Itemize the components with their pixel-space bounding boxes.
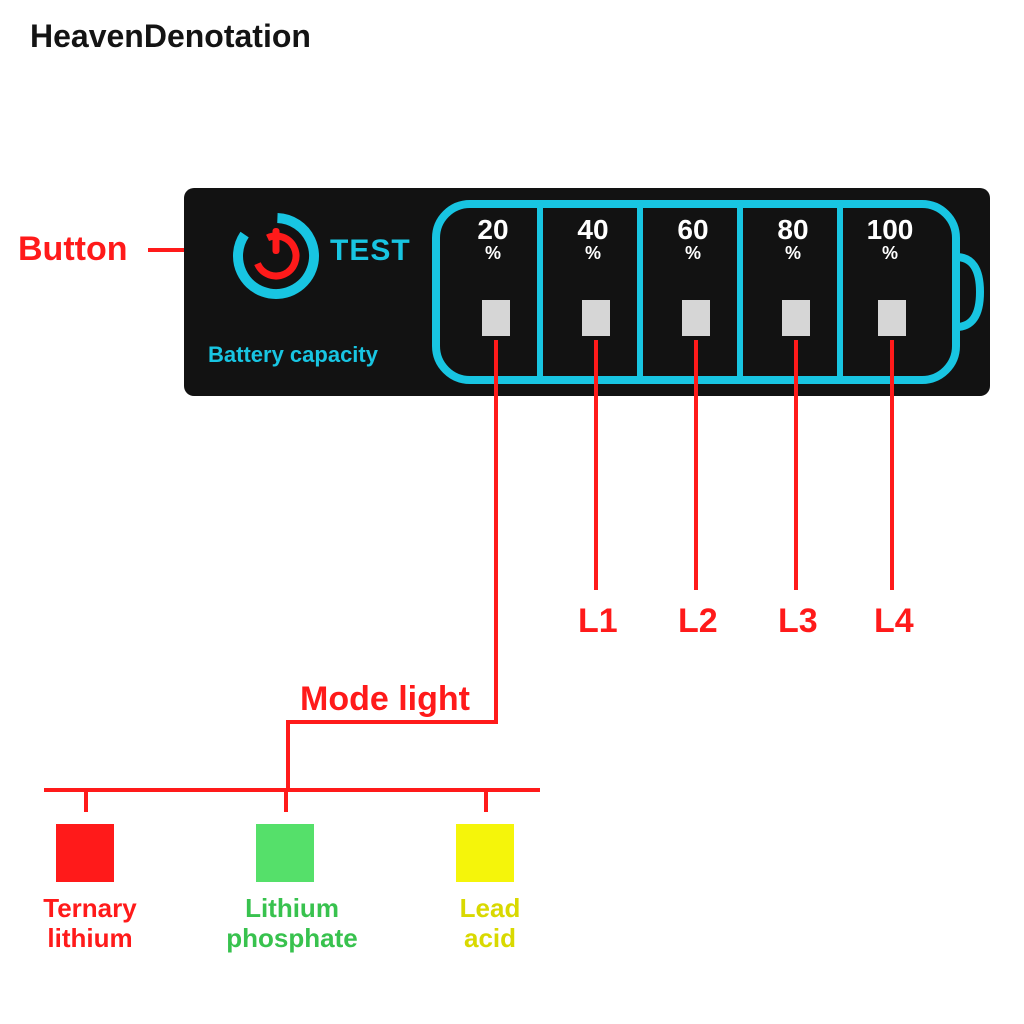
percent-unit: % (558, 244, 628, 262)
label-l3: L3 (778, 602, 818, 641)
callout-line-l2 (694, 340, 698, 590)
callout-line-l4 (890, 340, 894, 590)
swatch-label-liphos-1: Lithium (245, 893, 339, 923)
cell-pct-100: 100 % (850, 216, 930, 262)
led-60 (682, 300, 710, 336)
swatch-ternary (56, 824, 114, 882)
percent-unit: % (850, 244, 930, 262)
callout-tick-2 (284, 788, 288, 812)
swatch-label-liphos-2: phosphate (226, 923, 357, 953)
callout-tick-3 (484, 788, 488, 812)
callout-tick-1 (84, 788, 88, 812)
swatch-label-lead-1: Lead (460, 893, 521, 923)
swatch-label-ternary: Ternary lithium (30, 894, 150, 954)
cell-pct-40-value: 40 (577, 214, 608, 245)
callout-line-mode-v2 (286, 720, 290, 788)
cell-pct-60: 60 % (658, 216, 728, 262)
annotation-mode-light: Mode light (300, 680, 470, 719)
percent-unit: % (658, 244, 728, 262)
swatch-label-lead-2: acid (464, 923, 516, 953)
swatch-lithium-phosphate (256, 824, 314, 882)
label-l4: L4 (874, 602, 914, 641)
test-label: TEST (330, 234, 411, 268)
cell-pct-60-value: 60 (677, 214, 708, 245)
led-40 (582, 300, 610, 336)
led-100 (878, 300, 906, 336)
cell-pct-20: 20 % (458, 216, 528, 262)
swatch-label-ternary-1: Ternary (43, 893, 136, 923)
watermark-text: HeavenDenotation (30, 18, 311, 55)
cell-pct-40: 40 % (558, 216, 628, 262)
label-l1: L1 (578, 602, 618, 641)
callout-line-mode-v1 (494, 340, 498, 720)
swatch-label-lead: Lead acid (440, 894, 540, 954)
led-20 (482, 300, 510, 336)
swatch-label-ternary-2: lithium (47, 923, 132, 953)
annotation-button-label: Button (18, 230, 128, 269)
power-icon[interactable] (230, 210, 322, 302)
callout-line-l3 (794, 340, 798, 590)
percent-unit: % (458, 244, 528, 262)
callout-line-mode-h1 (286, 720, 498, 724)
battery-capacity-label: Battery capacity (208, 342, 378, 368)
callout-hbar (44, 788, 540, 792)
swatch-lead-acid (456, 824, 514, 882)
swatch-label-liphos: Lithium phosphate (212, 894, 372, 954)
cell-pct-100-value: 100 (867, 214, 914, 245)
percent-unit: % (758, 244, 828, 262)
cell-pct-20-value: 20 (477, 214, 508, 245)
callout-line-l1 (594, 340, 598, 590)
cell-pct-80-value: 80 (777, 214, 808, 245)
cell-pct-80: 80 % (758, 216, 828, 262)
led-80 (782, 300, 810, 336)
label-l2: L2 (678, 602, 718, 641)
